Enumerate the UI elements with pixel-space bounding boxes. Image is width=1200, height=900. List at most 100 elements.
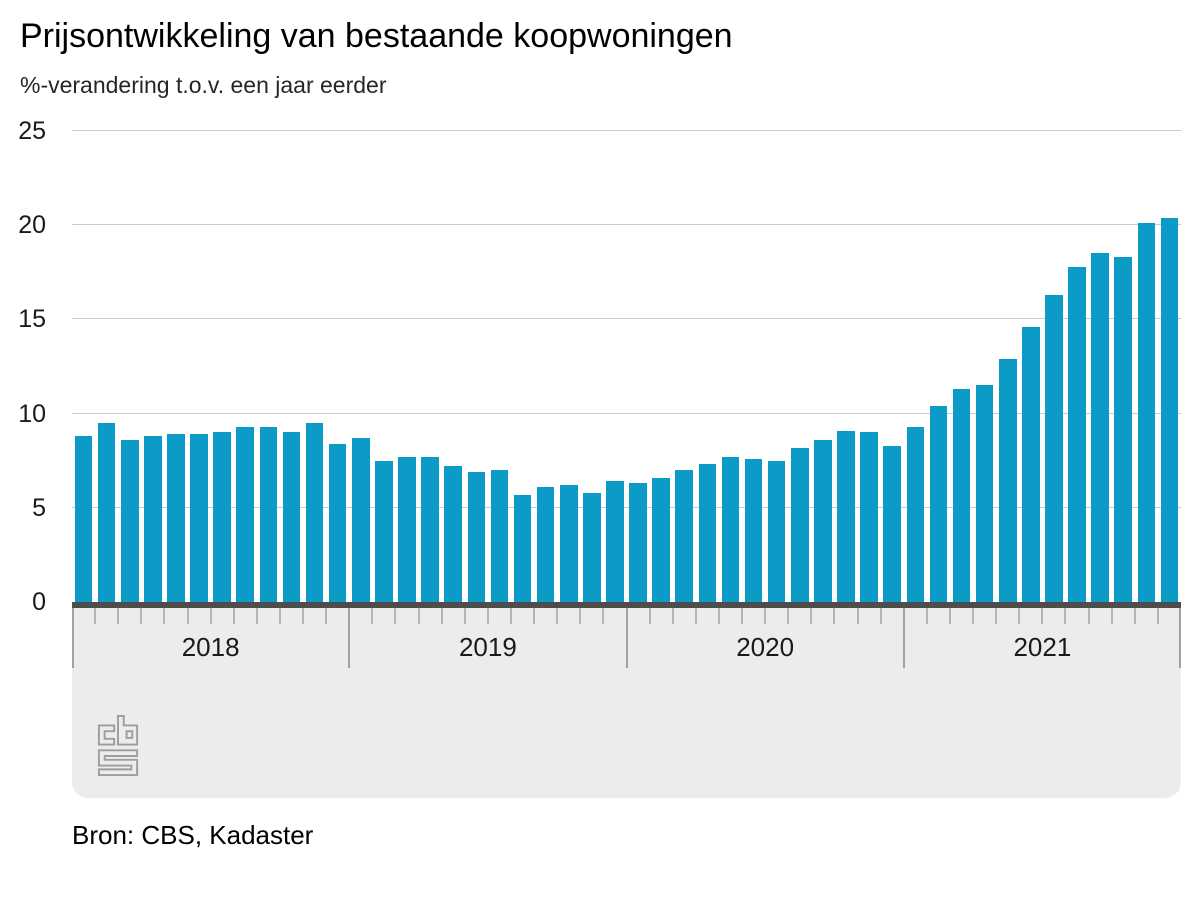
month-tick: [440, 608, 443, 624]
month-tick: [671, 608, 674, 624]
chart-bar: [1022, 326, 1040, 602]
month-tick: [925, 608, 928, 624]
month-tick: [833, 608, 836, 624]
chart-bar: [698, 464, 717, 602]
chart-bar: [282, 432, 301, 602]
cbs-logo-letter-s: [97, 749, 139, 777]
x-axis-year-label: 2021: [1013, 632, 1072, 662]
month-tick: [787, 608, 790, 624]
month-tick: [1156, 608, 1159, 624]
chart-bar: [74, 436, 93, 602]
month-tick: [856, 608, 859, 624]
month-tick: [972, 608, 975, 624]
month-tick: [1087, 608, 1090, 624]
month-tick: [163, 608, 166, 624]
year-tick: [625, 608, 628, 668]
month-tick: [879, 608, 882, 624]
x-axis-baseline: [72, 602, 1181, 608]
month-tick: [648, 608, 651, 624]
y-axis-tick-label: 10: [18, 399, 46, 428]
month-tick: [1110, 608, 1113, 624]
month-tick: [1018, 608, 1021, 624]
y-axis-tick-label: 25: [18, 117, 46, 145]
chart-bar: [860, 432, 878, 602]
month-tick: [602, 608, 605, 624]
chart-bar: [120, 439, 139, 602]
chart-bar: [536, 487, 555, 602]
chart-bar: [883, 445, 901, 602]
month-tick: [140, 608, 143, 624]
chart-bar: [606, 481, 624, 602]
chart-bar: [998, 358, 1017, 602]
chart-bar: [767, 460, 786, 602]
month-tick: [741, 608, 744, 624]
y-axis-tick-label: 0: [32, 588, 46, 616]
chart-bar: [213, 432, 231, 602]
chart-bar: [144, 436, 162, 602]
chart-bar: [837, 430, 855, 602]
chart-bar: [490, 470, 509, 602]
chart-bar: [444, 466, 462, 602]
y-axis-tick-label: 5: [32, 493, 46, 522]
month-tick: [232, 608, 235, 624]
year-tick: [72, 608, 74, 668]
x-axis-year-label: 2019: [458, 632, 517, 662]
chart-bar: [675, 470, 694, 602]
chart-bar: [259, 426, 278, 602]
month-tick: [94, 608, 97, 624]
chart-bar: [167, 434, 185, 602]
cbs-logo-letter-c: [97, 724, 116, 746]
gridline: [72, 318, 1181, 319]
month-tick: [556, 608, 559, 624]
month-tick: [371, 608, 374, 624]
x-axis-band: 2018 2019 2020 2021: [72, 608, 1181, 798]
gridline: [72, 413, 1181, 414]
chart-bar: [975, 385, 994, 602]
chart-bar: [814, 439, 832, 602]
chart-bar: [190, 434, 208, 602]
month-tick: [533, 608, 536, 624]
chart-bar: [467, 472, 486, 602]
chart-bar: [652, 477, 670, 602]
chart-subtitle: %-verandering t.o.v. een jaar eerder: [20, 72, 387, 98]
month-tick: [486, 608, 489, 624]
month-tick: [463, 608, 466, 624]
month-tick: [948, 608, 951, 624]
source-note: Bron: CBS, Kadaster: [72, 820, 314, 850]
cbs-logo-letter-b: [117, 714, 139, 746]
chart-bar: [1160, 217, 1179, 602]
chart-bar: [305, 423, 324, 602]
month-tick: [1064, 608, 1067, 624]
chart-bar: [398, 456, 416, 602]
chart-bar: [1114, 257, 1133, 602]
chart-bar: [1137, 223, 1156, 602]
chart-bar: [375, 460, 393, 602]
month-tick: [255, 608, 258, 624]
chart-bar: [1045, 294, 1063, 602]
month-tick: [810, 608, 813, 624]
month-tick: [417, 608, 420, 624]
month-tick: [694, 608, 697, 624]
x-axis-year-label: 2020: [736, 632, 795, 662]
cbs-logo-icon: [97, 714, 139, 777]
month-tick: [278, 608, 281, 624]
chart-bar: [352, 438, 370, 602]
chart-bar: [421, 456, 439, 602]
chart-bar: [559, 485, 578, 602]
y-axis: 0 5 10 15 20 25: [0, 0, 46, 700]
month-tick: [995, 608, 998, 624]
plot-area: [72, 130, 1181, 602]
chart-bar: [513, 494, 532, 602]
chart-bar: [328, 443, 347, 602]
year-tick: [348, 608, 351, 668]
month-tick: [117, 608, 120, 624]
y-axis-tick-label: 20: [18, 211, 46, 240]
y-axis-tick-label: 15: [18, 305, 46, 334]
month-tick: [579, 608, 582, 624]
month-tick: [1133, 608, 1136, 624]
month-tick: [1041, 608, 1044, 624]
chart-bar: [906, 426, 925, 602]
year-tick: [902, 608, 905, 668]
month-tick: [302, 608, 305, 624]
